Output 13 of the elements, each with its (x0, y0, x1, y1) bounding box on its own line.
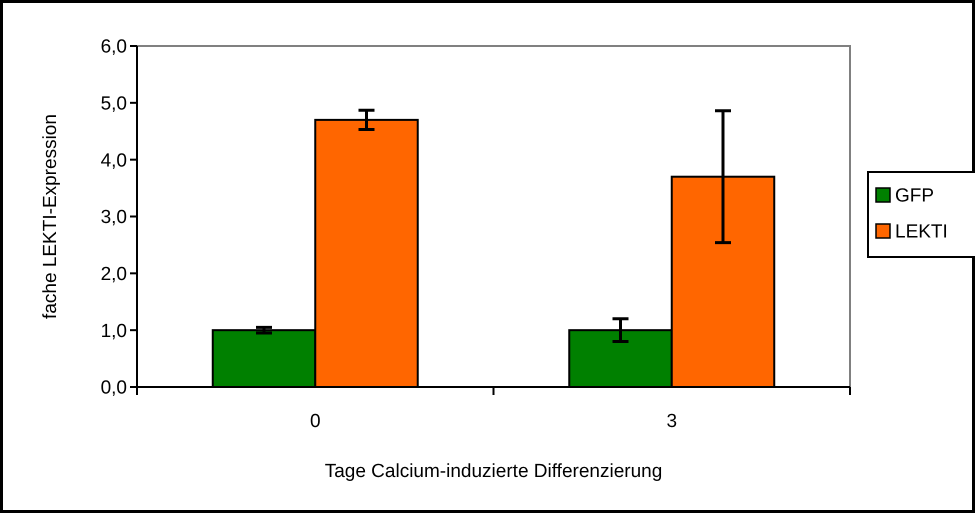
y-tick-label: 6,0 (100, 36, 127, 58)
y-tick-label: 1,0 (100, 320, 127, 342)
y-tick-label: 2,0 (100, 264, 127, 285)
y-axis-title: fache LEKTI-Expression (40, 114, 61, 319)
x-tick-label: 3 (666, 411, 678, 432)
y-tick-label: 3,0 (100, 207, 127, 228)
y-tick-label: 0,0 (100, 378, 127, 399)
y-tick-label: 4,0 (100, 150, 127, 172)
legend-label: LEKTI (895, 222, 948, 243)
x-axis-title: Tage Calcium-induzierte Differenzierung (324, 461, 662, 482)
x-tick-label: 0 (310, 411, 321, 432)
y-tick-label: 5,0 (100, 93, 127, 114)
legend-label: GFP (895, 186, 934, 207)
